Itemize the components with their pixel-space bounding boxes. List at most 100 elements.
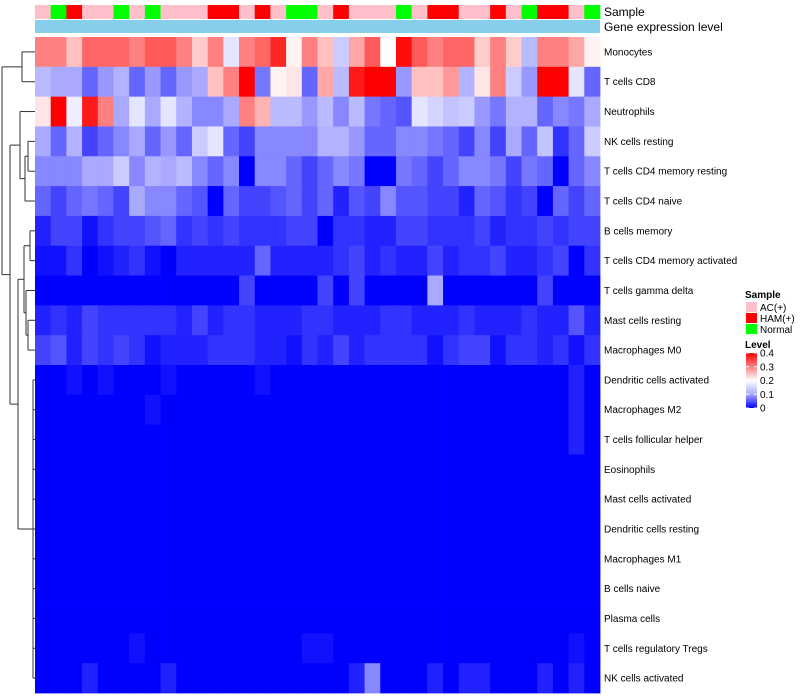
heatmap-cell	[113, 484, 130, 515]
heatmap-cell	[458, 454, 475, 485]
heatmap-cell	[537, 394, 554, 426]
heatmap-cell	[505, 424, 522, 455]
heatmap-cell	[286, 37, 303, 68]
heatmap-cell	[160, 335, 177, 366]
heatmap-cell	[333, 365, 350, 396]
heatmap-cell	[35, 454, 52, 485]
heatmap-cell	[568, 573, 585, 604]
heatmap-cell	[568, 514, 585, 545]
heatmap-cell	[333, 96, 350, 127]
sample-annotation-cell	[270, 5, 287, 19]
heatmap-cell	[254, 275, 271, 306]
heatmap-cell	[443, 335, 460, 366]
heatmap-cell	[207, 424, 224, 455]
heatmap-cell	[144, 37, 161, 68]
heatmap-cell	[239, 633, 256, 664]
heatmap-cell	[254, 37, 271, 68]
sample-annotation-cell	[474, 5, 491, 19]
heatmap-cell	[443, 215, 460, 247]
heatmap-cell	[254, 66, 271, 98]
heatmap-cell	[144, 603, 161, 634]
heatmap-cell	[35, 275, 52, 306]
heatmap-cell	[301, 603, 318, 634]
heatmap-cell	[443, 663, 460, 694]
heatmap-cell	[552, 603, 570, 634]
heatmap-cell	[223, 633, 240, 664]
heatmap-cell	[223, 186, 240, 217]
heatmap-cell	[380, 663, 397, 694]
heatmap-cell	[474, 394, 491, 426]
heatmap-cell	[458, 186, 475, 217]
heatmap-cell	[568, 186, 585, 217]
sample-annotation-cell	[364, 5, 381, 19]
heatmap-cell	[254, 96, 271, 127]
heatmap-cell	[50, 126, 67, 157]
heatmap-cell	[584, 126, 601, 157]
heatmap-cell	[333, 394, 350, 426]
heatmap-cell	[223, 394, 240, 426]
heatmap-cell	[474, 126, 491, 157]
heatmap-cell	[270, 633, 287, 664]
heatmap-cell	[317, 663, 334, 694]
heatmap-cell	[505, 663, 522, 694]
heatmap-cell	[364, 215, 381, 247]
heatmap-cell	[411, 245, 428, 276]
heatmap-cell	[380, 603, 397, 634]
heatmap-cell	[50, 275, 67, 306]
heatmap-cell	[239, 245, 256, 276]
heatmap-cell	[176, 394, 193, 426]
legend-level-title: Level	[745, 340, 771, 351]
heatmap-cell	[239, 186, 256, 217]
heatmap-cell	[427, 275, 444, 306]
sample-annotation-cell	[443, 5, 460, 19]
heatmap-cell	[458, 514, 475, 545]
heatmap-cell	[552, 663, 570, 694]
heatmap-cell	[490, 633, 507, 664]
heatmap-cell	[474, 543, 491, 575]
heatmap-cell	[35, 215, 52, 247]
row-label: Mast cells activated	[604, 495, 691, 506]
heatmap-cell	[254, 543, 271, 575]
heatmap-cell	[207, 543, 224, 575]
heatmap-cell	[176, 186, 193, 217]
heatmap-cell	[380, 543, 397, 575]
heatmap-cell	[411, 365, 428, 396]
heatmap-cell	[364, 186, 381, 217]
heatmap-cell	[427, 454, 444, 485]
heatmap-cell	[490, 365, 507, 396]
level-tick-label: 0	[760, 404, 766, 415]
heatmap-cell	[348, 186, 365, 217]
heatmap-cell	[427, 394, 444, 426]
heatmap-cell	[35, 365, 52, 396]
heatmap-cell	[380, 305, 397, 336]
heatmap-cell	[223, 663, 240, 694]
heatmap-cell	[537, 514, 554, 545]
heatmap-cell	[66, 394, 83, 426]
heatmap-cell	[82, 126, 99, 157]
heatmap-cell	[317, 573, 334, 604]
heatmap-cell	[113, 215, 130, 247]
heatmap-cell	[144, 394, 161, 426]
heatmap-cell	[537, 186, 554, 217]
heatmap-cell	[97, 186, 114, 217]
heatmap-cell	[191, 633, 209, 664]
heatmap-cell	[521, 365, 538, 396]
heatmap-cell	[474, 275, 491, 306]
heatmap-cell	[458, 573, 475, 604]
heatmap-cell	[160, 156, 177, 187]
heatmap-cell	[66, 37, 83, 68]
row-label: Neutrophils	[604, 107, 655, 118]
heatmap-cell	[458, 663, 475, 694]
heatmap-cell	[191, 215, 209, 247]
heatmap-cell	[395, 335, 413, 366]
heatmap-cell	[568, 424, 585, 455]
heatmap-cell	[270, 454, 287, 485]
heatmap-cell	[82, 603, 99, 634]
heatmap-cell	[584, 245, 601, 276]
heatmap-cell	[317, 394, 334, 426]
heatmap-cell	[286, 365, 303, 396]
heatmap-cell	[223, 454, 240, 485]
heatmap-cell	[82, 275, 99, 306]
heatmap-cell	[364, 66, 381, 98]
sample-annotation-cell	[66, 5, 83, 19]
